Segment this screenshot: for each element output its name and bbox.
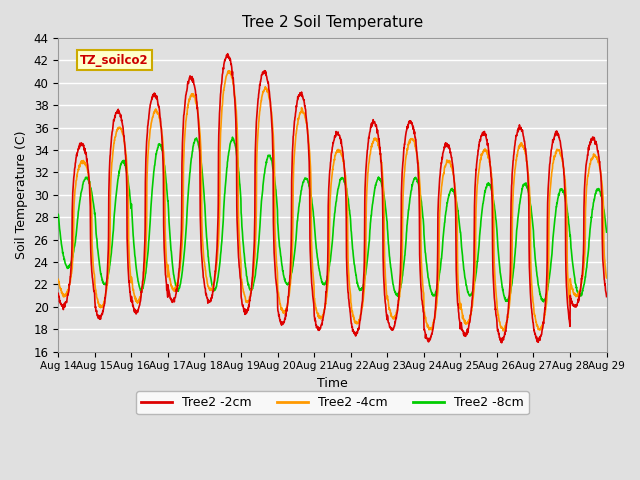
Tree2 -2cm <box>570 302 578 308</box>
Line: Tree2 -4cm: Tree2 -4cm <box>58 71 607 331</box>
Tree2 -8cm <box>603 229 611 235</box>
Tree2 -2cm <box>54 290 62 296</box>
Tree2 -8cm <box>570 270 578 276</box>
Tree2 -4cm <box>555 147 563 153</box>
Tree2 -2cm <box>492 311 500 317</box>
Tree2 -8cm <box>228 134 236 140</box>
Tree2 -2cm <box>555 132 563 137</box>
Title: Tree 2 Soil Temperature: Tree 2 Soil Temperature <box>242 15 423 30</box>
Tree2 -4cm <box>360 286 368 292</box>
Text: TZ_soilco2: TZ_soilco2 <box>80 54 149 67</box>
X-axis label: Time: Time <box>317 377 348 390</box>
Tree2 -4cm <box>207 288 215 293</box>
Tree2 -2cm <box>207 297 215 302</box>
Tree2 -2cm <box>349 324 356 330</box>
Tree2 -4cm <box>226 68 234 74</box>
Line: Tree2 -2cm: Tree2 -2cm <box>58 54 607 343</box>
Tree2 -8cm <box>54 212 62 217</box>
Tree2 -4cm <box>570 291 578 297</box>
Tree2 -2cm <box>224 51 232 57</box>
Tree2 -4cm <box>603 275 611 281</box>
Legend: Tree2 -2cm, Tree2 -4cm, Tree2 -8cm: Tree2 -2cm, Tree2 -4cm, Tree2 -8cm <box>136 391 529 414</box>
Tree2 -4cm <box>54 276 62 282</box>
Tree2 -8cm <box>349 243 356 249</box>
Tree2 -8cm <box>540 299 547 305</box>
Tree2 -4cm <box>492 289 500 295</box>
Line: Tree2 -8cm: Tree2 -8cm <box>58 137 607 302</box>
Tree2 -2cm <box>498 340 506 346</box>
Tree2 -4cm <box>499 328 507 334</box>
Tree2 -4cm <box>349 309 356 314</box>
Tree2 -8cm <box>492 216 500 222</box>
Tree2 -8cm <box>207 277 215 283</box>
Tree2 -2cm <box>360 259 368 265</box>
Y-axis label: Soil Temperature (C): Soil Temperature (C) <box>15 131 28 259</box>
Tree2 -8cm <box>555 191 563 197</box>
Tree2 -8cm <box>360 278 368 284</box>
Tree2 -2cm <box>603 294 611 300</box>
